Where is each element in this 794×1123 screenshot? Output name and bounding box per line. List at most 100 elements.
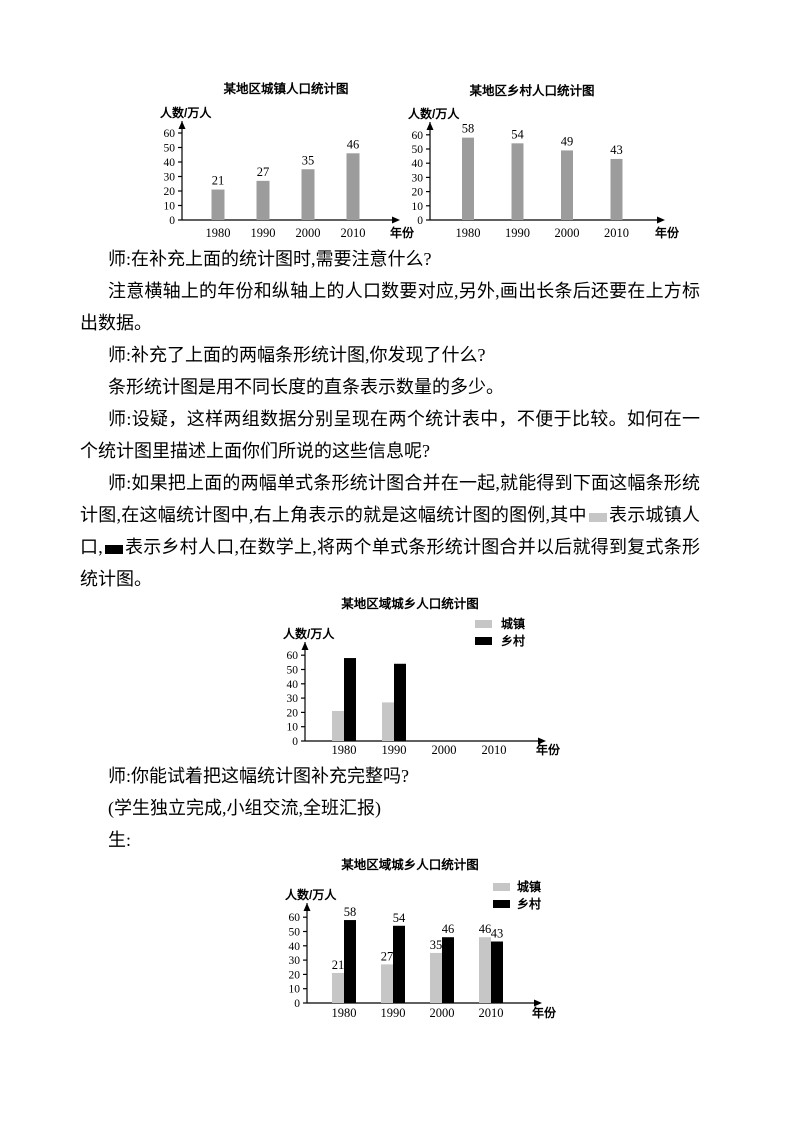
chart-title: 某地区乡村人口统计图 [469, 83, 594, 98]
y-tick-label: 10 [164, 201, 176, 213]
y-tick-label: 0 [169, 215, 175, 227]
y-tick-label: 40 [164, 157, 176, 169]
urban-population-chart: 某地区城镇人口统计图 人数/万人 0 10 20 30 40 50 60 年份 21 1980 27 19… [115, 70, 415, 253]
bar-value-label: 35 [430, 938, 443, 952]
x-category-label: 2010 [604, 226, 629, 240]
bar-城镇-2000 [430, 952, 442, 1003]
y-axis-label: 人数/万人 [408, 106, 460, 121]
chart-title: 某地区城镇人口统计图 [223, 81, 348, 96]
bar-乡村-1980 [344, 658, 356, 741]
y-axis-label: 人数/万人 [160, 105, 212, 120]
bar-value-label: 35 [302, 153, 315, 167]
y-tick-label: 10 [289, 984, 301, 996]
y-tick-label: 50 [412, 144, 424, 156]
explanation-text-1: 师:如果把上面的两幅单式条形统计图合并在一起,就能得到下面这幅条形统计图,在这幅… [80, 473, 700, 525]
legend-label-城镇: 城镇 [517, 879, 541, 894]
bar-城镇-1980 [332, 710, 344, 741]
legend-label-乡村: 乡村 [517, 896, 541, 911]
y-tick-label: 20 [287, 707, 299, 719]
x-axis-arrow-icon [392, 216, 400, 224]
bar-value-label: 58 [344, 905, 357, 919]
x-axis-label: 年份 [655, 225, 680, 240]
x-category-label: 1990 [381, 1006, 406, 1020]
x-category-label: 2010 [341, 226, 366, 240]
y-tick-label: 30 [164, 172, 176, 184]
bar-乡村-1980 [344, 920, 356, 1003]
activity-note: (学生独立完成,小组交流,全班汇报) [108, 798, 381, 818]
lesson-text-section-1: 师:在补充上面的统计图时,需要注意什么? 注意横轴上的年份和纵轴上的人口数要对应… [80, 243, 700, 595]
bar-2010 [610, 158, 623, 220]
y-tick-label: 40 [412, 158, 424, 170]
bar-value-label: 43 [610, 143, 623, 157]
x-axis-arrow-icon [538, 737, 546, 745]
rural-population-chart: 某地区乡村人口统计图 人数/万人 0 10 20 30 40 50 60 年份 58 1980 54 19… [395, 70, 695, 253]
teacher-explanation: 师:如果把上面的两幅单式条形统计图合并在一起,就能得到下面这幅条形统计图,在这幅… [80, 467, 700, 595]
bar-value-label: 27 [257, 165, 270, 179]
y-tick-label: 30 [412, 172, 424, 184]
bar-1990 [511, 143, 524, 220]
x-category-label: 2000 [296, 226, 321, 240]
y-tick-label: 40 [287, 679, 299, 691]
bar-value-label: 21 [212, 174, 225, 188]
teacher-question-3: 师:设疑，这样两组数据分别呈现在两个统计表中，不便于比较。如何在一个统计图里描述… [80, 409, 700, 461]
bar-城镇-1990 [381, 964, 393, 1003]
teacher-question-4: 师:你能试着把这幅统计图补充完整吗? [108, 766, 409, 786]
urban-legend-swatch-inline [588, 513, 607, 522]
x-axis-arrow-icon [534, 999, 542, 1007]
y-tick-label: 0 [417, 215, 423, 227]
x-axis-label: 年份 [390, 225, 415, 240]
bar-乡村-1990 [394, 663, 406, 741]
y-tick-label: 40 [289, 941, 301, 953]
y-tick-label: 20 [412, 187, 424, 199]
teacher-question-1: 师:在补充上面的统计图时,需要注意什么? [108, 249, 432, 269]
y-tick-label: 60 [164, 128, 176, 140]
bar-value-label: 27 [381, 949, 394, 963]
chart-title: 某地区域城乡人口统计图 [341, 596, 479, 611]
bar-value-label: 46 [442, 922, 455, 936]
y-tick-label: 60 [412, 130, 424, 142]
y-tick-label: 20 [289, 969, 301, 981]
bar-1990 [256, 180, 270, 220]
y-tick-label: 20 [164, 186, 176, 198]
bar-value-label: 49 [561, 134, 574, 148]
bar-value-label: 54 [393, 911, 406, 925]
teacher-question-2: 师:补充了上面的两幅条形统计图,你发现了什么? [108, 345, 486, 365]
y-axis-label: 人数/万人 [283, 626, 335, 641]
y-tick-label: 10 [287, 722, 299, 734]
x-category-label: 1980 [332, 1006, 357, 1020]
bar-value-label: 43 [491, 927, 504, 941]
bar-1980 [211, 189, 225, 220]
y-axis-arrow-icon [178, 121, 186, 129]
combined-chart-complete: 某地区域城乡人口统计图 城镇 乡村 人数/万人 0 10 20 30 40 50 60 年份 21 58 1… [275, 854, 575, 1037]
legend-label-乡村: 乡村 [501, 633, 525, 648]
y-tick-label: 50 [164, 143, 176, 155]
x-category-label: 1990 [251, 226, 276, 240]
x-category-label: 2000 [432, 743, 457, 757]
y-tick-label: 0 [292, 736, 298, 748]
legend-swatch-乡村 [493, 900, 510, 908]
y-tick-label: 60 [289, 912, 301, 924]
x-category-label: 2010 [479, 1006, 504, 1020]
x-axis-arrow-icon [657, 216, 665, 224]
x-category-label: 1980 [206, 226, 231, 240]
x-category-label: 1980 [332, 743, 357, 757]
bar-2010 [346, 153, 360, 220]
y-tick-label: 50 [287, 665, 299, 677]
y-axis-label: 人数/万人 [285, 887, 337, 902]
answer-2: 条形统计图是用不同长度的直条表示数量的多少。 [108, 377, 504, 397]
y-tick-label: 60 [287, 650, 299, 662]
y-tick-label: 30 [287, 693, 299, 705]
y-tick-label: 0 [294, 998, 300, 1010]
answer-1: 注意横轴上的年份和纵轴上的人口数要对应,另外,画出长条后还要在上方标出数据。 [80, 281, 700, 333]
lesson-text-section-2: 师:你能试着把这幅统计图补充完整吗? (学生独立完成,小组交流,全班汇报) 生: [80, 760, 700, 856]
rural-legend-swatch-inline [104, 545, 123, 554]
chart-title: 某地区域城乡人口统计图 [341, 857, 479, 872]
x-category-label: 1980 [456, 226, 481, 240]
bar-城镇-2010 [479, 937, 491, 1003]
y-axis-arrow-icon [303, 903, 311, 911]
x-category-label: 2010 [482, 743, 507, 757]
